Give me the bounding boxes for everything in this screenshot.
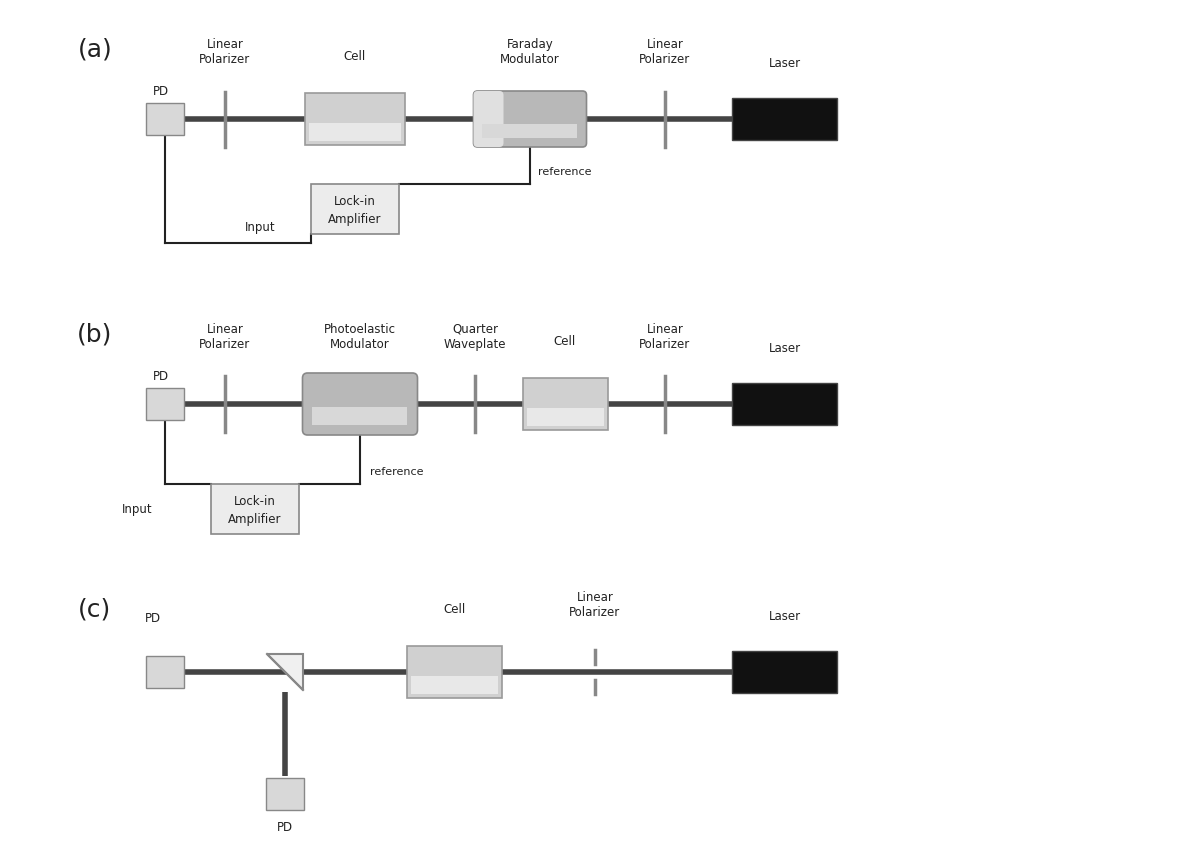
Bar [733, 383, 838, 425]
Text: Amplifier: Amplifier [228, 513, 282, 526]
Text: Polarizer: Polarizer [200, 53, 251, 66]
FancyBboxPatch shape [474, 92, 503, 148]
Text: Waveplate: Waveplate [444, 338, 506, 350]
Bar [305, 94, 405, 146]
Text: Photoelastic: Photoelastic [324, 322, 396, 336]
FancyBboxPatch shape [474, 92, 587, 148]
Bar [733, 652, 838, 693]
Bar [482, 124, 577, 138]
Text: PD: PD [154, 85, 169, 98]
Bar [311, 185, 399, 235]
Bar [526, 408, 603, 426]
Text: Laser: Laser [769, 57, 801, 70]
Bar [412, 677, 499, 694]
Text: Quarter: Quarter [452, 322, 497, 336]
Bar [146, 657, 184, 688]
Bar [733, 99, 838, 141]
Bar [146, 104, 184, 136]
Text: Linear: Linear [646, 38, 683, 51]
Text: Polarizer: Polarizer [200, 338, 251, 350]
Text: Modulator: Modulator [500, 53, 559, 66]
Bar [313, 408, 407, 425]
FancyBboxPatch shape [302, 374, 418, 436]
Text: reference: reference [370, 467, 424, 476]
Text: PD: PD [277, 820, 293, 833]
Text: Linear: Linear [207, 38, 244, 51]
Text: Input: Input [245, 221, 275, 234]
Bar [407, 647, 502, 698]
Text: Cell: Cell [553, 334, 576, 348]
Text: PD: PD [145, 611, 161, 625]
Text: Input: Input [123, 503, 154, 516]
Text: Faraday: Faraday [507, 38, 553, 51]
Text: Laser: Laser [769, 342, 801, 354]
Polygon shape [267, 654, 303, 690]
Text: PD: PD [154, 370, 169, 382]
Text: Linear: Linear [646, 322, 683, 336]
Bar [146, 388, 184, 420]
Bar [522, 379, 608, 430]
Text: Polarizer: Polarizer [639, 338, 690, 350]
Text: Cell: Cell [444, 603, 466, 615]
Bar [309, 124, 401, 142]
Text: (a): (a) [77, 38, 112, 62]
Text: Polarizer: Polarizer [639, 53, 690, 66]
Text: Linear: Linear [577, 590, 613, 603]
Text: Laser: Laser [769, 609, 801, 622]
Text: (b): (b) [77, 322, 113, 347]
Text: Lock-in: Lock-in [334, 195, 376, 208]
Text: (c): (c) [79, 598, 112, 621]
Text: reference: reference [538, 167, 591, 176]
Text: Cell: Cell [344, 50, 367, 63]
Text: Polarizer: Polarizer [569, 605, 621, 619]
Text: Modulator: Modulator [330, 338, 390, 350]
Bar [211, 484, 299, 534]
Text: Amplifier: Amplifier [328, 214, 382, 226]
Text: Linear: Linear [207, 322, 244, 336]
Text: Lock-in: Lock-in [234, 495, 276, 508]
Bar [267, 778, 303, 810]
